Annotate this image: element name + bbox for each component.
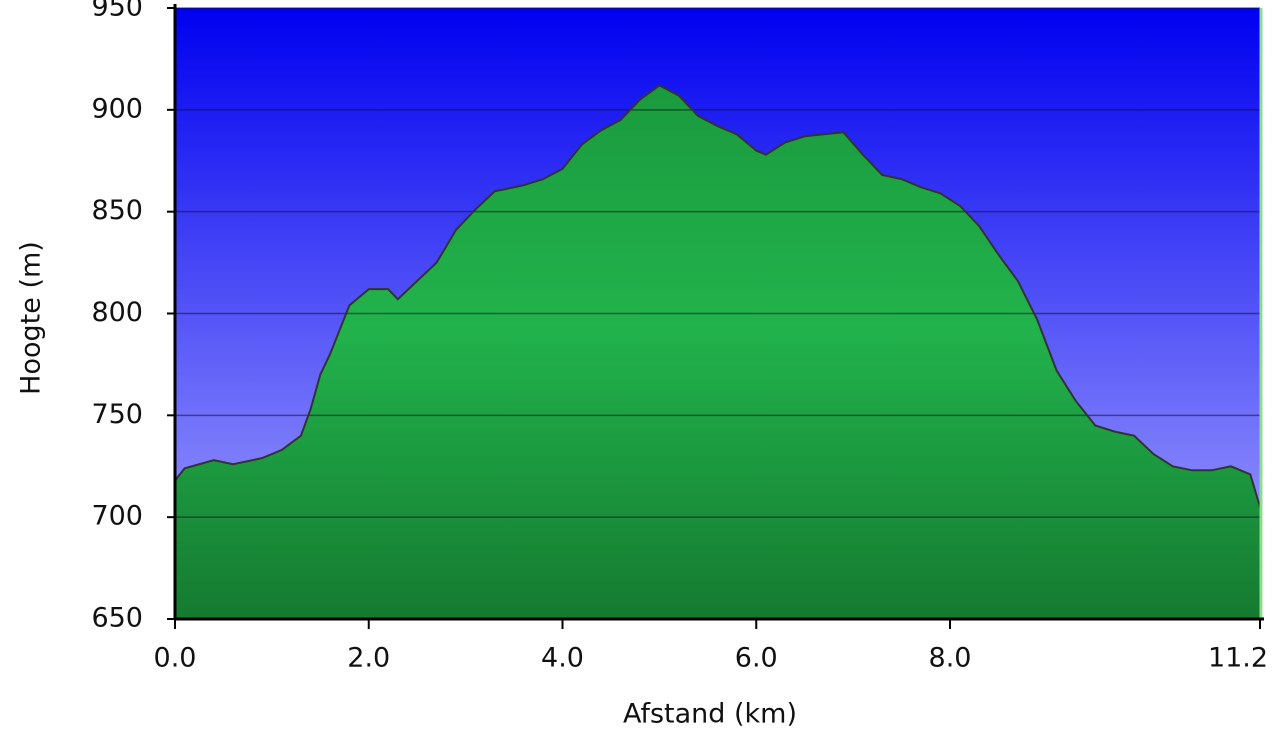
x-tick-label: 4.0: [541, 643, 584, 674]
area-outline: [174, 84, 1261, 508]
y-tick-label: 750: [91, 399, 143, 430]
y-axis-label: Hoogte (m): [16, 241, 47, 395]
x-tick-label: 0.0: [154, 643, 197, 674]
y-tick-label: 650: [91, 603, 143, 634]
x-tick-label: 11.2: [1208, 643, 1268, 674]
y-tick-label: 850: [91, 195, 143, 226]
y-tick-label: 950: [91, 0, 143, 23]
y-tick-label: 700: [91, 501, 143, 532]
x-tick-label: 2.0: [347, 643, 390, 674]
x-tick-label: 6.0: [735, 643, 778, 674]
y-tick-label: 800: [91, 297, 143, 328]
x-tick-label: 8.0: [929, 643, 972, 674]
y-tick-label: 900: [91, 93, 143, 124]
area: [175, 85, 1260, 619]
x-axis-label: Afstand (km): [623, 699, 797, 730]
